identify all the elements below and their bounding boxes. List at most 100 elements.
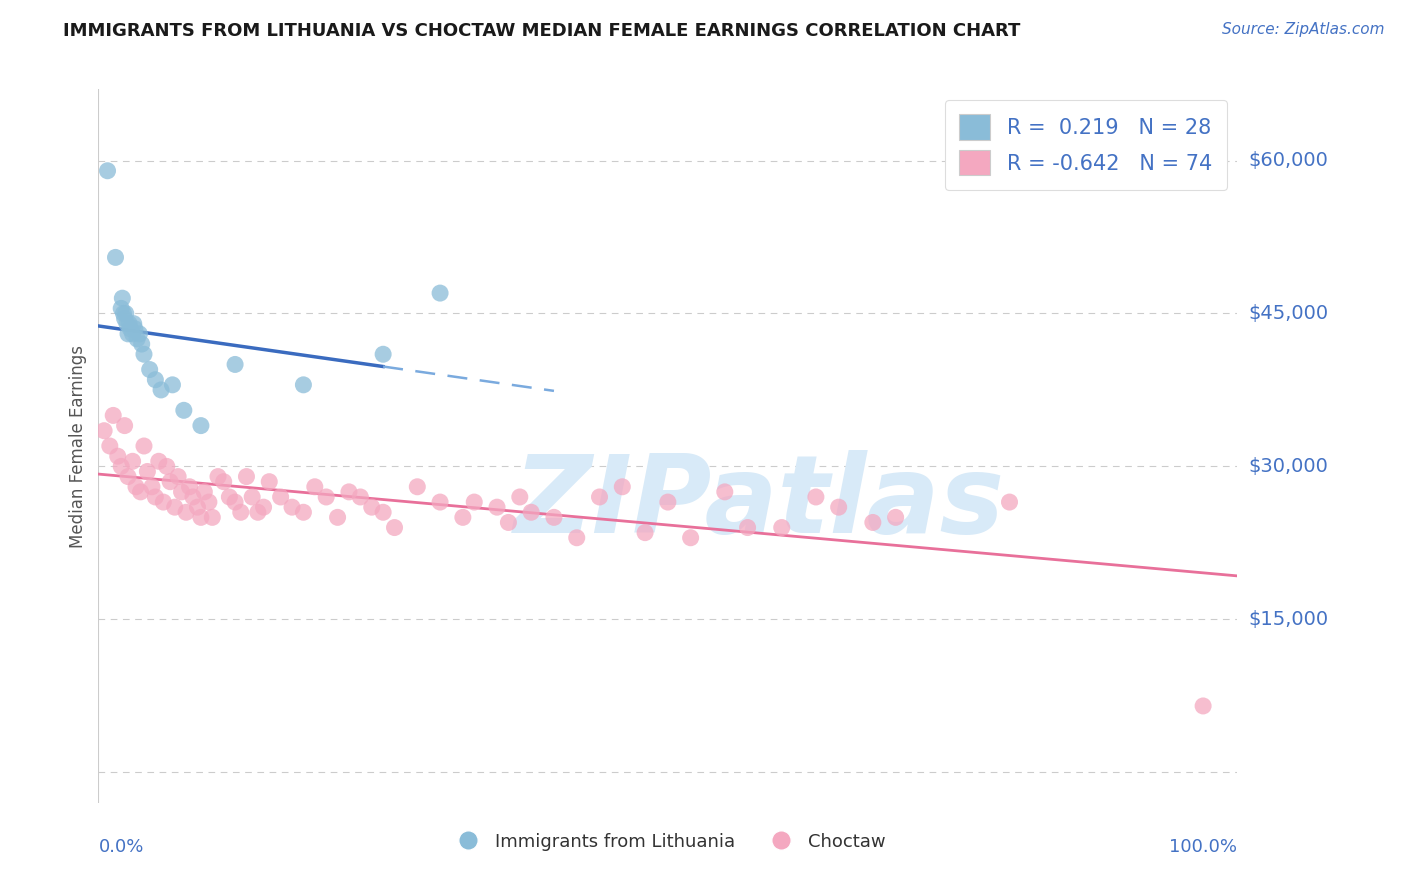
Text: $60,000: $60,000 <box>1249 151 1329 170</box>
Point <box>128 326 150 341</box>
Point <box>186 500 208 515</box>
Point <box>229 505 252 519</box>
Point <box>179 480 201 494</box>
Point <box>159 475 181 489</box>
Point <box>162 377 184 392</box>
Point <box>121 454 143 468</box>
Point <box>156 459 179 474</box>
Point <box>304 480 326 494</box>
Point <box>114 311 136 326</box>
Point <box>224 495 246 509</box>
Point <box>181 490 204 504</box>
Point <box>93 424 115 438</box>
Point <box>114 306 136 320</box>
Point <box>463 495 485 509</box>
Point <box>122 317 145 331</box>
Point <box>1192 698 1215 713</box>
Point <box>406 480 429 494</box>
Point <box>120 322 142 336</box>
Point <box>127 332 149 346</box>
Point <box>804 490 827 504</box>
Point <box>235 469 257 483</box>
Point <box>110 301 132 316</box>
Point <box>121 326 143 341</box>
Point <box>270 490 292 504</box>
Point <box>131 337 153 351</box>
Point <box>486 500 509 515</box>
Point <box>129 484 152 499</box>
Legend: Immigrants from Lithuania, Choctaw: Immigrants from Lithuania, Choctaw <box>443 826 893 858</box>
Point <box>770 520 793 534</box>
Point <box>190 510 212 524</box>
Point <box>145 373 167 387</box>
Point <box>110 459 132 474</box>
Point <box>429 495 451 509</box>
Point <box>201 510 224 524</box>
Point <box>111 291 134 305</box>
Point <box>125 480 148 494</box>
Point <box>96 163 118 178</box>
Point <box>112 306 135 320</box>
Point <box>190 418 212 433</box>
Point <box>170 484 193 499</box>
Point <box>292 377 315 392</box>
Point <box>174 505 197 519</box>
Point <box>612 480 634 494</box>
Point <box>98 439 121 453</box>
Point <box>117 469 139 483</box>
Text: $30,000: $30,000 <box>1249 457 1329 476</box>
Point <box>998 495 1021 509</box>
Point <box>360 500 382 515</box>
Point <box>828 500 851 515</box>
Point <box>115 317 138 331</box>
Point <box>218 490 240 504</box>
Point <box>737 520 759 534</box>
Point <box>862 516 884 530</box>
Point <box>118 317 141 331</box>
Point <box>498 516 520 530</box>
Point <box>337 484 360 499</box>
Point <box>292 505 315 519</box>
Point <box>212 475 235 489</box>
Point <box>588 490 610 504</box>
Point <box>429 286 451 301</box>
Point <box>384 520 406 534</box>
Point <box>163 500 186 515</box>
Point <box>103 409 125 423</box>
Point <box>132 347 155 361</box>
Point <box>107 449 129 463</box>
Point <box>240 490 263 504</box>
Point <box>884 510 907 524</box>
Point <box>565 531 588 545</box>
Point <box>679 531 702 545</box>
Point <box>349 490 371 504</box>
Point <box>259 475 281 489</box>
Point <box>371 505 394 519</box>
Point <box>198 495 221 509</box>
Point <box>136 465 159 479</box>
Point <box>167 469 190 483</box>
Text: IMMIGRANTS FROM LITHUANIA VS CHOCTAW MEDIAN FEMALE EARNINGS CORRELATION CHART: IMMIGRANTS FROM LITHUANIA VS CHOCTAW MED… <box>63 22 1021 40</box>
Text: Source: ZipAtlas.com: Source: ZipAtlas.com <box>1222 22 1385 37</box>
Point <box>152 495 174 509</box>
Point <box>509 490 531 504</box>
Point <box>193 484 215 499</box>
Text: $45,000: $45,000 <box>1249 304 1329 323</box>
Point <box>634 525 657 540</box>
Point <box>207 469 229 483</box>
Point <box>145 490 167 504</box>
Point <box>141 480 163 494</box>
Point <box>281 500 304 515</box>
Point <box>451 510 474 524</box>
Point <box>224 358 246 372</box>
Point <box>114 418 136 433</box>
Point <box>117 326 139 341</box>
Point <box>132 439 155 453</box>
Point <box>657 495 679 509</box>
Point <box>326 510 349 524</box>
Text: 100.0%: 100.0% <box>1170 838 1237 856</box>
Point <box>150 383 173 397</box>
Text: 0.0%: 0.0% <box>98 838 143 856</box>
Y-axis label: Median Female Earnings: Median Female Earnings <box>69 344 87 548</box>
Point <box>520 505 543 519</box>
